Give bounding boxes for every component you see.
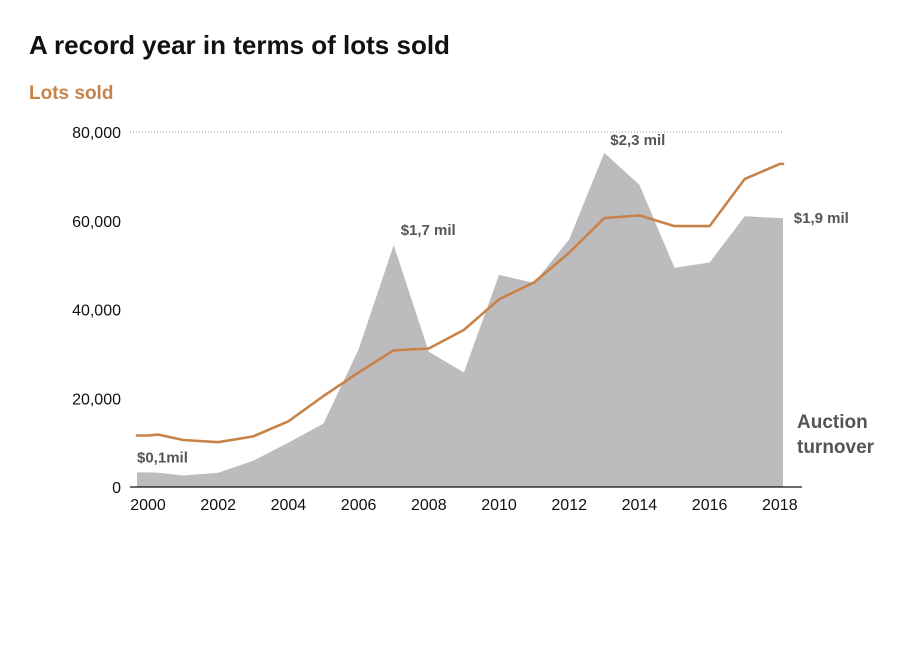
y-tick-label: 40,000	[72, 303, 121, 320]
turnover-annotation-label: $1,7 mil	[401, 222, 456, 239]
y-tick-label: 0	[112, 480, 121, 497]
x-tick-label: 2008	[411, 497, 447, 514]
turnover-annotations: $0,1mil $1,7 mil $2,3 mil $1,9 mil	[137, 132, 849, 467]
x-tick-label: 2018	[762, 497, 798, 514]
legend-auction-turnover-line2: turnover	[797, 437, 875, 458]
y-axis-ticks: 0 20,000 40,000 60,000 80,000	[72, 125, 121, 497]
x-tick-label: 2014	[622, 497, 658, 514]
x-tick-label: 2016	[692, 497, 728, 514]
x-tick-label: 2012	[551, 497, 587, 514]
chart-title: A record year in terms of lots sold	[29, 30, 450, 60]
x-tick-label: 2000	[130, 497, 166, 514]
x-tick-label: 2010	[481, 497, 517, 514]
x-axis-ticks: 2000 2002 2004 2006 2008 2010 2012 2014 2016 2018	[130, 497, 797, 514]
turnover-area	[137, 152, 783, 487]
turnover-annotation-label: $1,9 mil	[794, 210, 849, 227]
x-tick-label: 2004	[271, 497, 307, 514]
turnover-annotation-label: $2,3 mil	[610, 132, 665, 149]
x-tick-label: 2006	[341, 497, 377, 514]
y-tick-label: 80,000	[72, 125, 121, 142]
turnover-annotation-label: $0,1mil	[137, 449, 188, 466]
y-tick-label: 20,000	[72, 391, 121, 408]
y-tick-label: 60,000	[72, 214, 121, 231]
legend-auction-turnover-line1: Auction	[797, 412, 868, 433]
lots-sold-line	[135, 162, 785, 444]
chart-subtitle-lots-sold: Lots sold	[29, 83, 114, 104]
x-tick-label: 2002	[200, 497, 236, 514]
